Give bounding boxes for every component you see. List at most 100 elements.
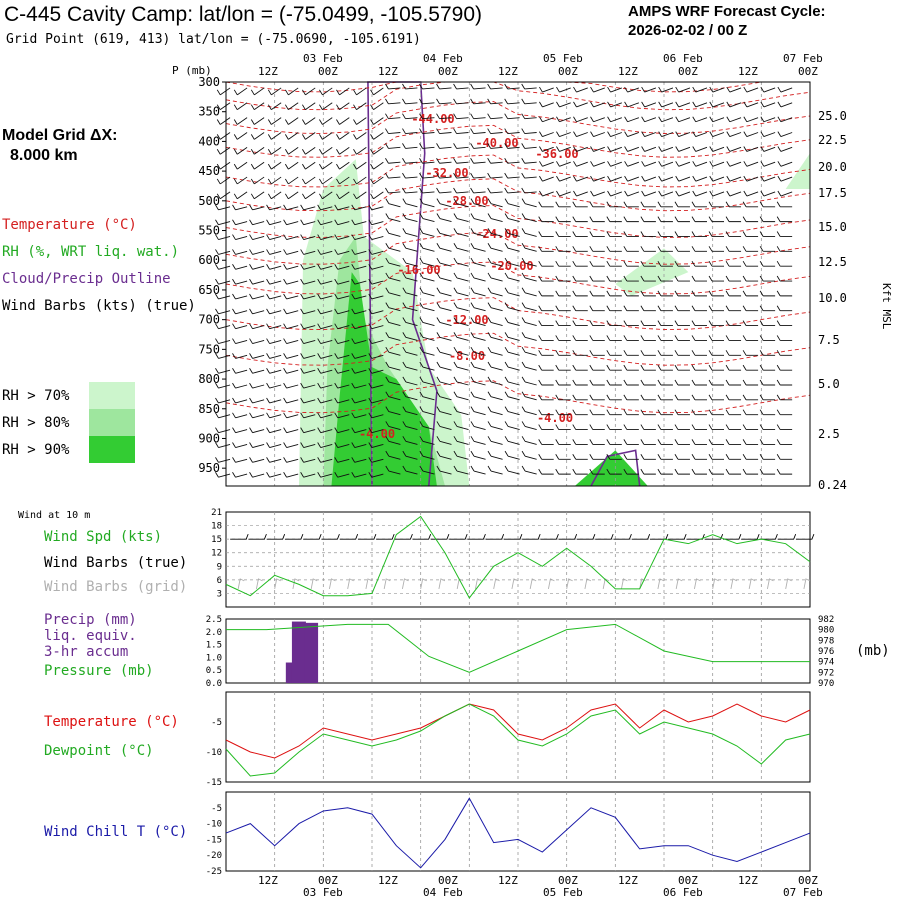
xsec-wind-barb-475 <box>776 275 793 282</box>
xsec-wind-barb-484 <box>351 293 367 300</box>
xsec-wind-barb-805 <box>606 424 622 431</box>
xsec-wind-barb-521 <box>402 302 418 312</box>
xsec-wind-barb-879 <box>708 454 725 460</box>
xsec-wind-barb-32 <box>760 86 776 93</box>
xsec-wind-barb-712 <box>759 379 776 386</box>
xsec-wind-barb-167 <box>743 146 759 152</box>
xsec-wind-barb-578 <box>215 338 231 344</box>
xsec-wind-barb-704 <box>623 379 639 386</box>
xsec-wind-barb-588 <box>385 332 401 341</box>
xsec-wind-barb-606 <box>691 335 707 341</box>
xsec-wind-barb-583 <box>300 338 316 344</box>
xsec-wind-barb-177 <box>336 161 350 170</box>
xsec-wind-barb-599 <box>572 335 588 341</box>
xsec-wind-barb-53 <box>539 101 554 108</box>
xsec-wind-barb-93 <box>641 116 657 123</box>
xsec-wind-barb-733 <box>538 394 554 401</box>
xsec-wind-barb-573 <box>708 320 725 327</box>
cloud-outline-late <box>590 449 641 487</box>
xsec-wind-barb-33 <box>777 86 793 93</box>
xsec-wind-barb-54 <box>556 101 571 108</box>
xsec-wind-barb-631 <box>538 350 554 356</box>
xsec-wind-barb-160 <box>624 146 640 152</box>
wind-true-barb-795 <box>540 533 559 540</box>
bottom-date-0: 03 Feb <box>303 886 343 899</box>
xsec-wind-barb-538 <box>691 305 707 312</box>
xsec-wind-barb-372 <box>759 231 776 237</box>
xsec-wind-barb-766 <box>521 406 537 416</box>
xsec-wind-barb-413 <box>300 264 316 270</box>
pressure-label: Pressure (mb) <box>44 663 154 679</box>
top-date-2: 05 Feb <box>543 52 583 65</box>
xsec-wind-barb-159 <box>607 146 622 152</box>
xsec-wind-barb-693 <box>436 376 452 386</box>
xsec-wind-barb-705 <box>640 379 656 386</box>
xsec-wind-barb-195 <box>641 161 657 167</box>
xsec-wind-barb-365 <box>640 231 656 237</box>
xsec-wind-barb-89 <box>573 116 588 123</box>
xsec-wind-barb-595 <box>504 332 520 341</box>
temp-contour-1 <box>225 81 811 111</box>
xsec-wind-barb-18 <box>521 83 537 90</box>
xsec-wind-barb-748 <box>215 412 231 419</box>
xsec-wind-barb-156 <box>556 146 571 152</box>
xsec-wind-barb-501 <box>640 290 656 297</box>
xsec-wind-barb-399 <box>640 246 656 252</box>
xsec-wind-barb-493 <box>504 287 520 297</box>
xsec-wind-barb-791 <box>368 427 384 434</box>
xsec-wind-barb-217 <box>436 172 452 179</box>
xsec-wind-barb-518 <box>351 308 367 315</box>
xsec-wind-barb-902 <box>521 465 537 475</box>
wind-true-barb-1335 <box>759 533 778 540</box>
temp-contour-2 <box>225 101 811 134</box>
xsec-wind-barb-235 <box>743 175 759 182</box>
xsec-wind-barb-386 <box>419 242 435 252</box>
xsec-wind-barb-190 <box>556 161 571 167</box>
xsec-wind-barb-691 <box>402 376 418 386</box>
xsec-wind-barb-388 <box>453 242 469 252</box>
xsec-wind-barb-735 <box>572 394 588 401</box>
xsec-wind-barb-29 <box>709 86 725 93</box>
xsec-wind-barb-701 <box>572 379 588 386</box>
xsec-wind-barb-591 <box>436 332 452 341</box>
xsec-wind-barb-767 <box>538 409 554 416</box>
xsec-wind-barb-887 <box>266 471 282 478</box>
xsec-wind-barb-299 <box>674 201 690 208</box>
xsec-wind-barb-4 <box>284 87 299 96</box>
xsec-wind-barb-308 <box>249 219 265 226</box>
xsec-wind-barb-491 <box>470 287 486 297</box>
xsec-wind-barb-525 <box>470 302 486 312</box>
wind-grid-barb-705 <box>511 578 519 589</box>
xsec-wind-barb-515 <box>300 308 316 315</box>
xsec-wind-barb-738 <box>623 394 639 401</box>
xsec-wind-barb-703 <box>606 379 622 386</box>
wind-grid-barb-795 <box>547 578 555 589</box>
xsec-wind-barb-310 <box>283 219 299 226</box>
xsec-wind-barb-803 <box>572 424 588 431</box>
xsec-wind-barb-904 <box>555 468 571 475</box>
xsec-wind-barb-185 <box>470 158 486 164</box>
xsec-wind-barb-110 <box>353 132 367 140</box>
xsec-wind-barb-230 <box>658 175 674 182</box>
top-date-3: 06 Feb <box>663 52 703 65</box>
top-hour-6: 12Z <box>618 65 638 78</box>
xsec-wind-barb-329 <box>606 216 622 223</box>
xsec-wind-barb-530 <box>555 305 571 312</box>
xsec-wind-barb-165 <box>709 146 725 152</box>
xsec-wind-barb-122 <box>556 131 571 138</box>
wind-grid-barb-525 <box>438 578 446 589</box>
wind-true-barb-1020 <box>631 533 651 540</box>
xsec-wind-barb-169 <box>777 146 793 152</box>
wind-tick-0: 21 <box>211 508 222 518</box>
xsec-wind-barb-261 <box>607 190 622 197</box>
xsec-wind-barb-377 <box>266 249 282 255</box>
xsec-wind-barb-288 <box>487 198 503 208</box>
xsec-wind-barb-623 <box>402 346 418 356</box>
xsec-wind-barb-154 <box>521 143 537 149</box>
xsec-wind-barb-891 <box>334 471 350 478</box>
xsec-wind-barb-728 <box>453 391 469 401</box>
xsec-wind-barb-313 <box>334 219 350 226</box>
pressure-tick-12: 900 <box>198 431 220 445</box>
xsec-wind-barb-651 <box>300 368 316 374</box>
xsec-wind-barb-869 <box>538 454 554 460</box>
